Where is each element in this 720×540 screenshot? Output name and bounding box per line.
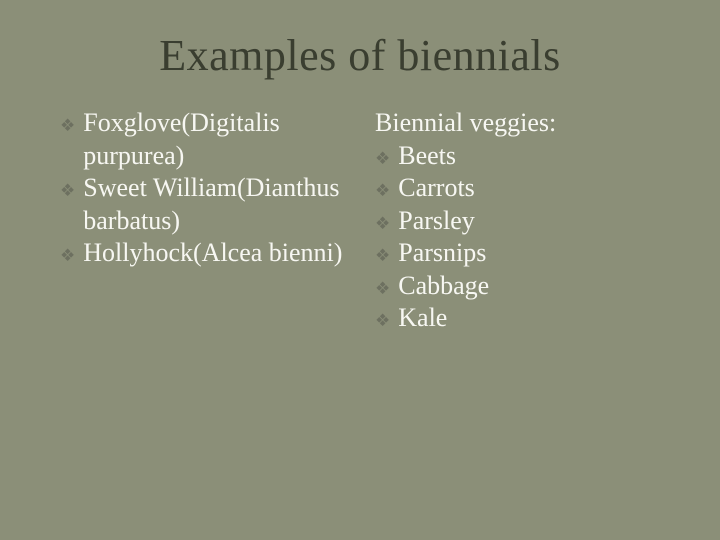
diamond-bullet-icon: ❖: [375, 213, 390, 234]
diamond-bullet-icon: ❖: [375, 278, 390, 299]
list-item: ❖ Kale: [375, 302, 660, 335]
list-item: ❖ Beets: [375, 140, 660, 173]
content-columns: ❖ Foxglove(Digitalis purpurea) ❖ Sweet W…: [60, 107, 660, 335]
list-item: ❖ Parsnips: [375, 237, 660, 270]
diamond-bullet-icon: ❖: [60, 245, 75, 266]
slide: Examples of biennials ❖ Foxglove(Digital…: [0, 0, 720, 540]
item-text: Hollyhock(Alcea bienni): [83, 237, 345, 270]
right-column: Biennial veggies: ❖ Beets ❖ Carrots ❖ Pa…: [375, 107, 660, 335]
item-text: Carrots: [398, 172, 660, 205]
item-text: Cabbage: [398, 270, 660, 303]
diamond-bullet-icon: ❖: [60, 180, 75, 201]
list-item: ❖ Cabbage: [375, 270, 660, 303]
item-text: Kale: [398, 302, 660, 335]
list-item: ❖ Sweet William(Dianthus barbatus): [60, 172, 345, 237]
item-text: Parsnips: [398, 237, 660, 270]
left-column: ❖ Foxglove(Digitalis purpurea) ❖ Sweet W…: [60, 107, 345, 335]
diamond-bullet-icon: ❖: [375, 310, 390, 331]
item-text: Parsley: [398, 205, 660, 238]
slide-title: Examples of biennials: [60, 30, 660, 81]
diamond-bullet-icon: ❖: [375, 245, 390, 266]
right-subheading: Biennial veggies:: [375, 107, 660, 140]
list-item: ❖ Parsley: [375, 205, 660, 238]
list-item: ❖ Carrots: [375, 172, 660, 205]
item-text: Sweet William(Dianthus barbatus): [83, 172, 345, 237]
diamond-bullet-icon: ❖: [60, 115, 75, 136]
diamond-bullet-icon: ❖: [375, 148, 390, 169]
list-item: ❖ Foxglove(Digitalis purpurea): [60, 107, 345, 172]
item-text: Beets: [398, 140, 660, 173]
diamond-bullet-icon: ❖: [375, 180, 390, 201]
item-text: Foxglove(Digitalis purpurea): [83, 107, 345, 172]
list-item: ❖ Hollyhock(Alcea bienni): [60, 237, 345, 270]
